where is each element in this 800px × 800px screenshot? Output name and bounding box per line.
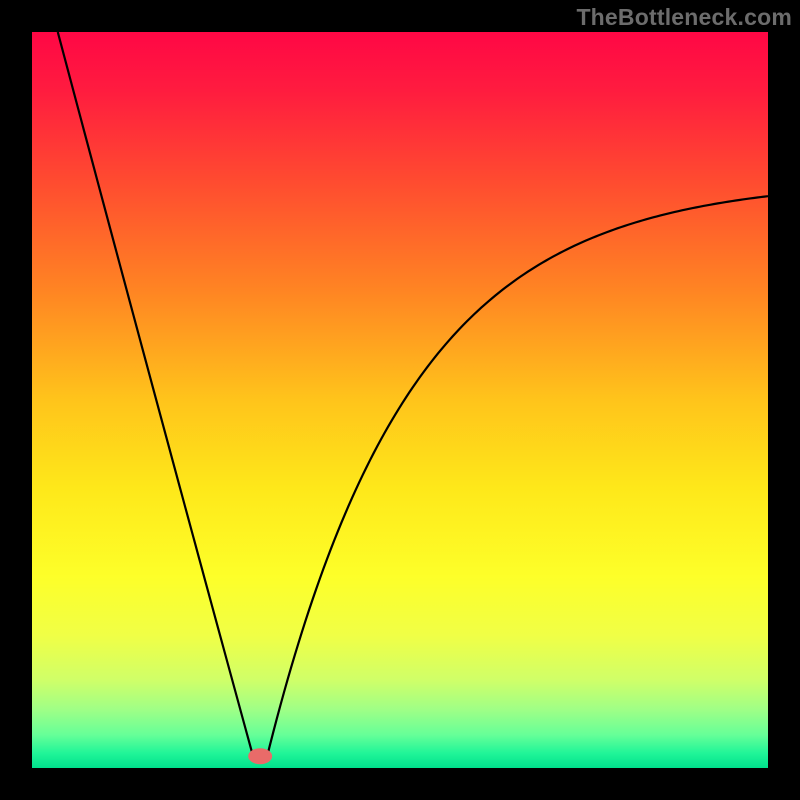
- bottleneck-chart: [32, 32, 768, 768]
- optimal-point-marker: [248, 748, 272, 764]
- chart-frame: TheBottleneck.com: [0, 0, 800, 800]
- gradient-background: [32, 32, 768, 768]
- watermark-text: TheBottleneck.com: [576, 4, 792, 31]
